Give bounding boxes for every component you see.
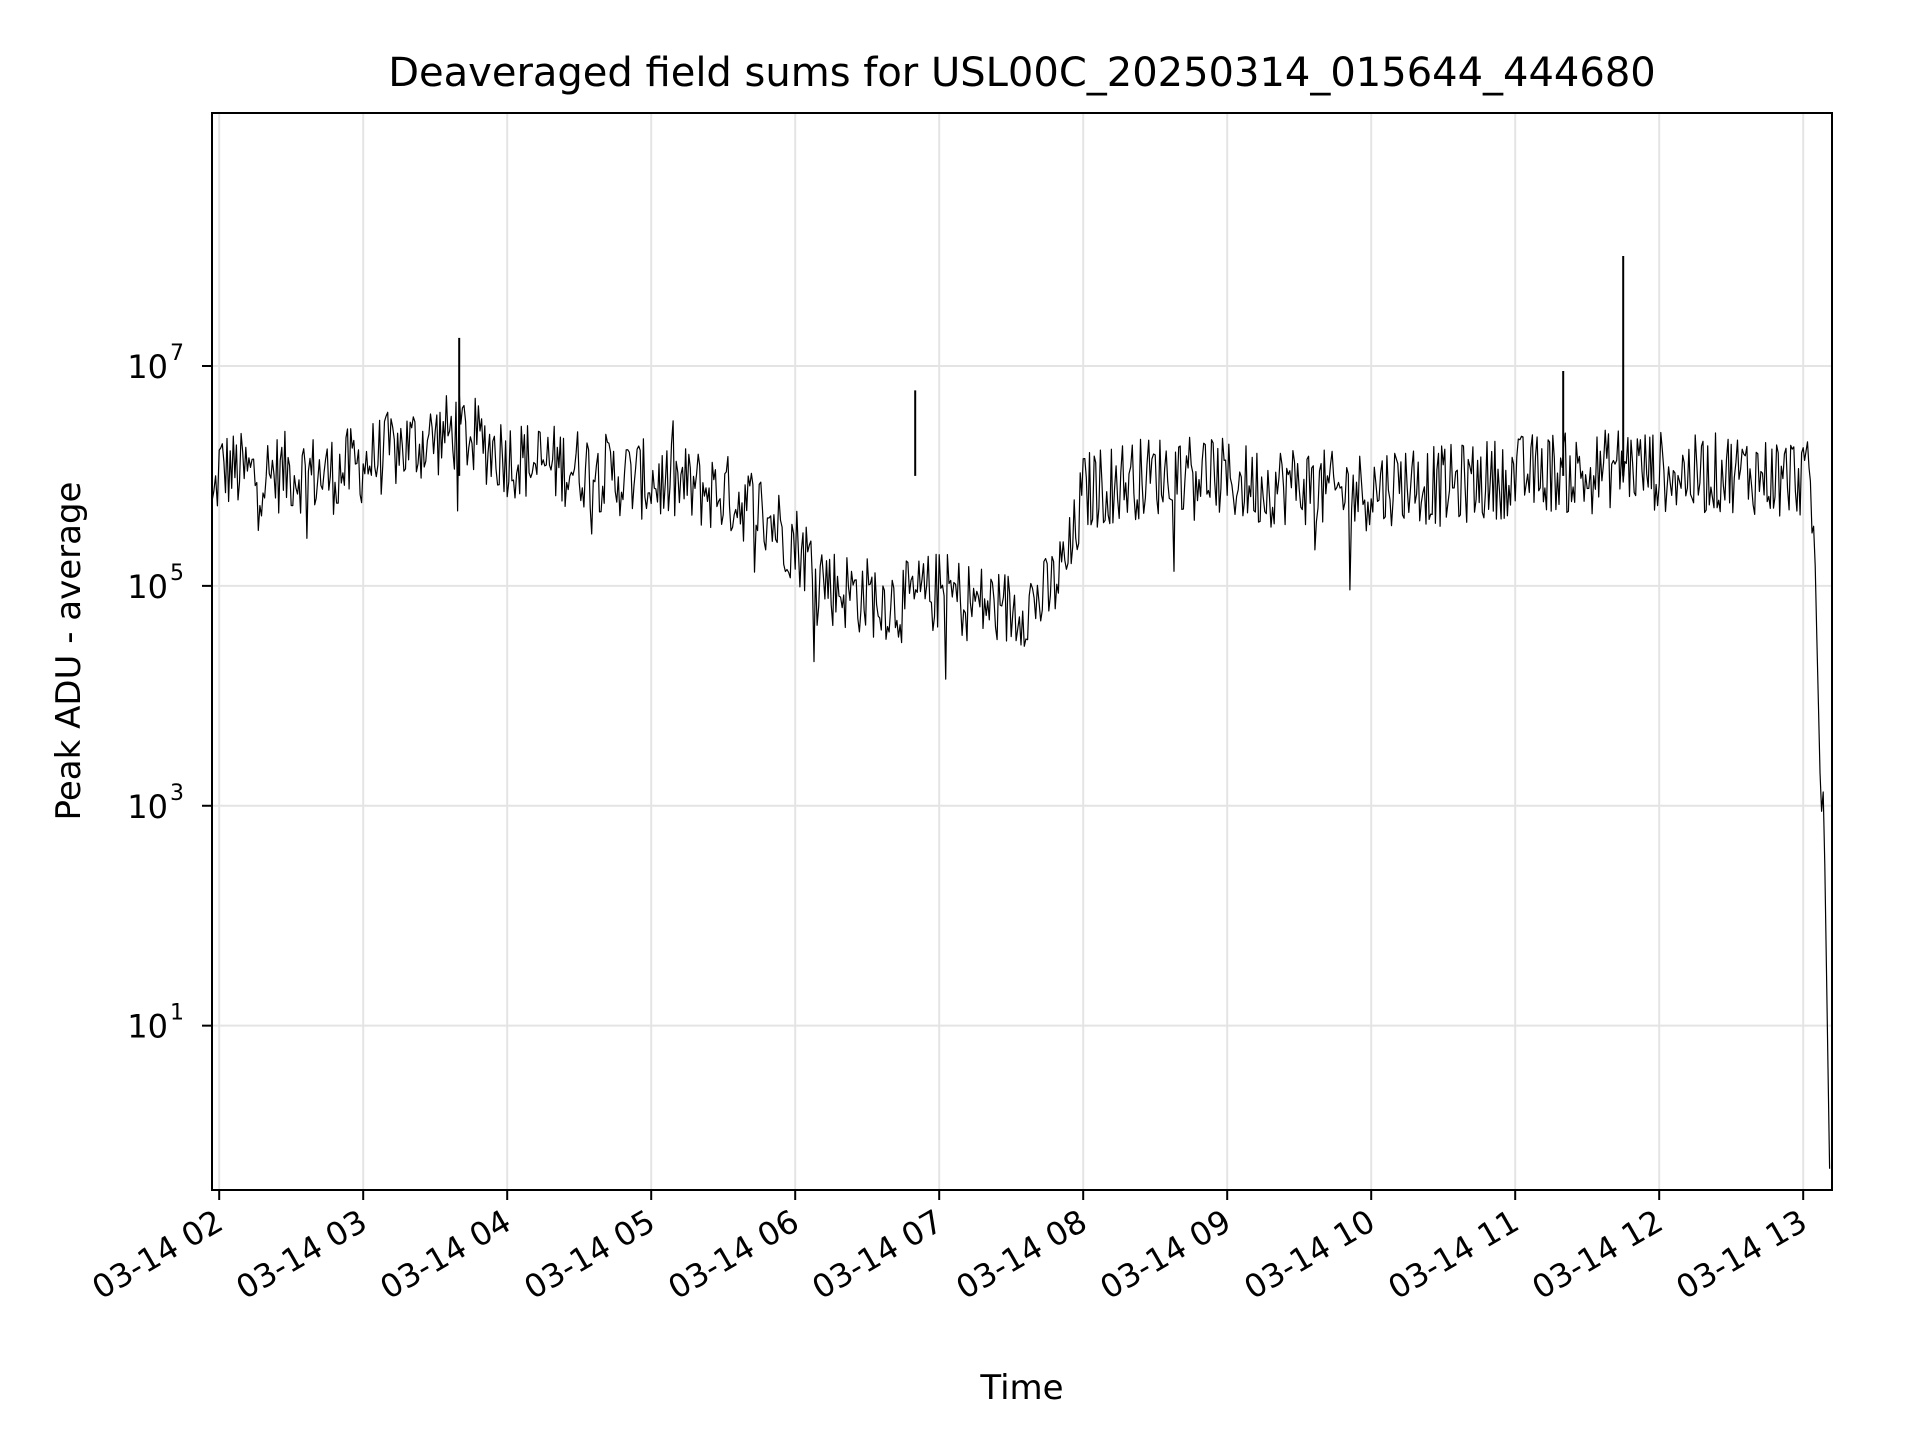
y-tick-exponent: 3 [170,781,184,806]
series-line [211,390,1831,1169]
y-tick-label: 10 [127,1008,168,1046]
y-tick-exponent: 7 [170,341,184,366]
plot-data [211,256,1831,1169]
chart-title: Deaveraged field sums for USL00C_2025031… [388,50,1655,96]
y-tick-exponent: 1 [170,1001,184,1026]
y-tick-label: 10 [127,788,168,826]
y-tick-label: 10 [127,568,168,606]
y-tick-label: 10 [127,348,168,386]
y-axis-label: Peak ADU - average [49,482,89,821]
plot-frame [211,112,1833,1191]
x-axis-label: Time [979,1368,1063,1408]
grid [212,113,1832,1190]
y-tick-exponent: 5 [170,561,184,586]
